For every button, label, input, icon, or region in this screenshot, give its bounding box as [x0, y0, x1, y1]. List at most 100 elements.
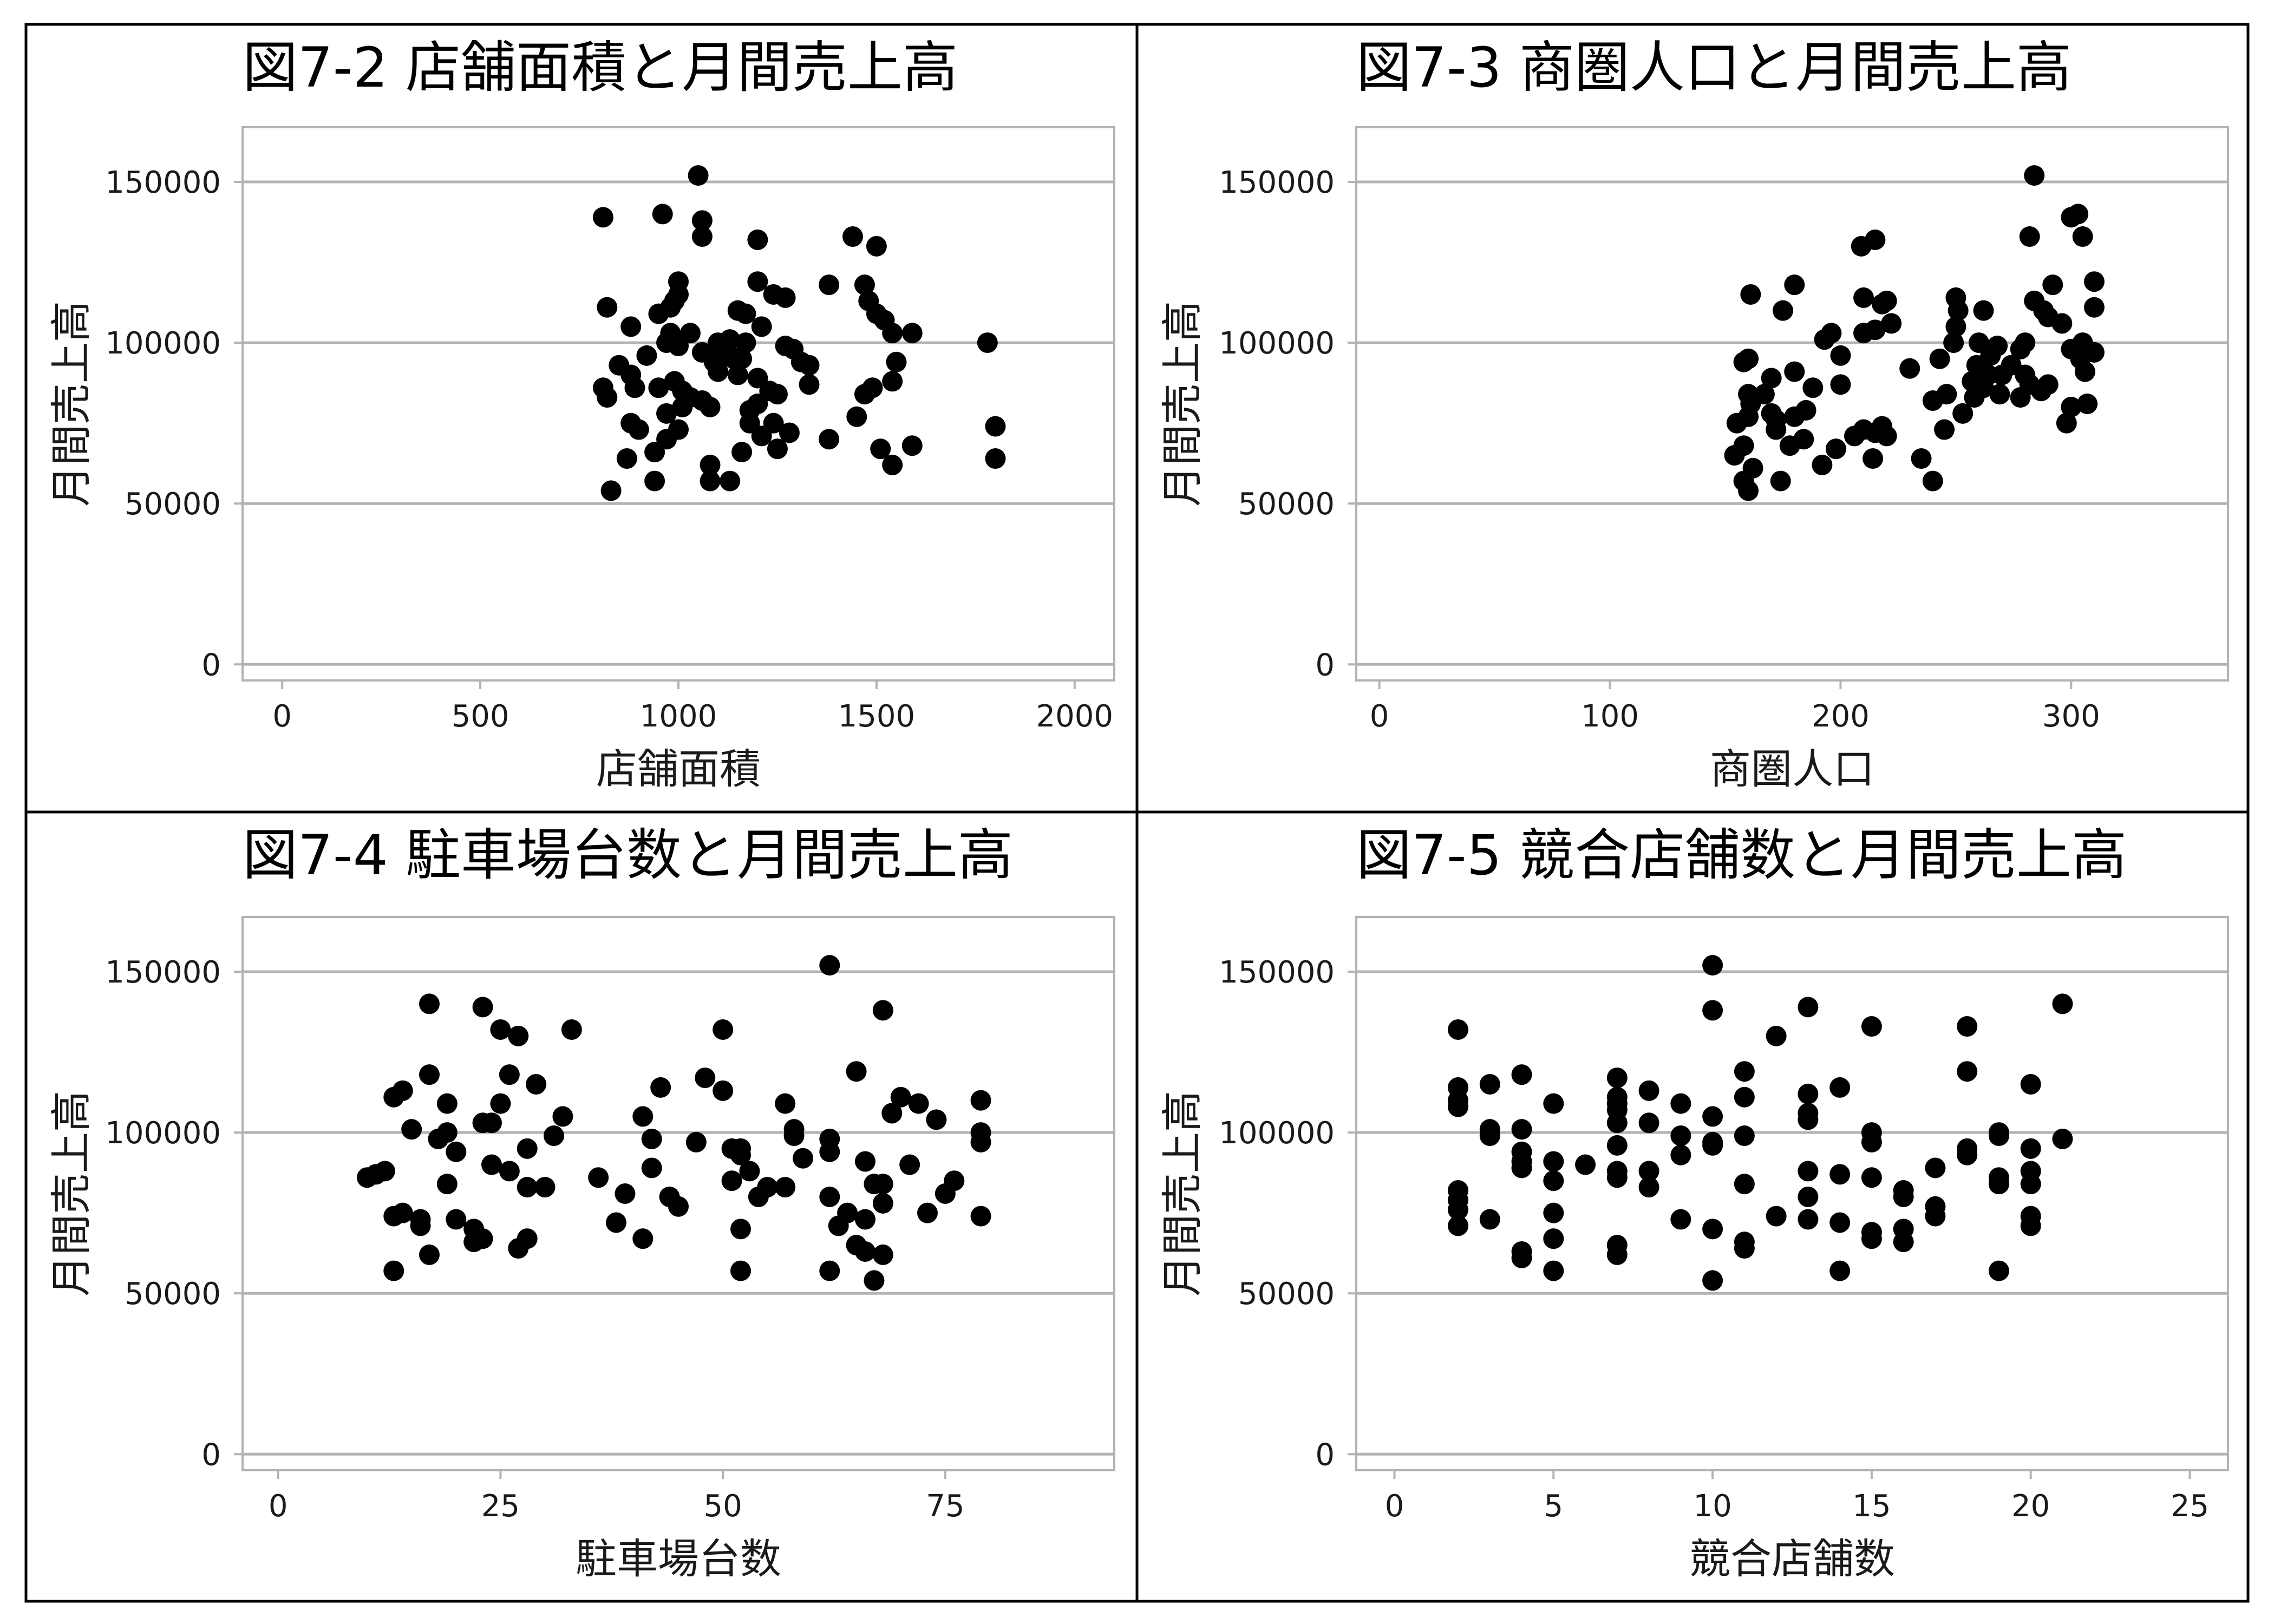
- data-point: [656, 403, 677, 424]
- data-point: [1853, 287, 1874, 308]
- data-point: [2031, 381, 2051, 402]
- data-point: [751, 316, 772, 337]
- x-tick-label: 25: [2171, 1489, 2209, 1524]
- data-point: [713, 1019, 734, 1040]
- data-point: [846, 1061, 867, 1082]
- data-point: [890, 1086, 911, 1108]
- data-point: [872, 1000, 893, 1021]
- data-point: [1952, 403, 1974, 424]
- data-point: [1865, 229, 1886, 250]
- data-point: [1881, 313, 1902, 334]
- data-point: [747, 271, 768, 292]
- data-point: [2052, 993, 2073, 1014]
- x-tick-label: 0: [272, 699, 292, 734]
- data-point: [1988, 1260, 2009, 1281]
- data-point: [2020, 1138, 2041, 1159]
- data-point: [1638, 1177, 1659, 1198]
- data-point: [2072, 226, 2093, 247]
- data-point: [872, 1193, 893, 1214]
- y-tick-label: 150000: [105, 165, 221, 200]
- data-point: [1934, 419, 1955, 440]
- data-point: [1922, 470, 1943, 492]
- chart-panel-2: 0 50000 100000 150000 0 500 1000 1500 2000 図7-2 店…: [24, 23, 1139, 814]
- data-point: [1738, 480, 1759, 501]
- data-point: [1734, 1238, 1755, 1259]
- y-tick-label: 50000: [1238, 1276, 1335, 1312]
- data-point: [1543, 1170, 1564, 1191]
- y-tick-label: 50000: [125, 487, 221, 522]
- data-point: [708, 361, 729, 382]
- data-point: [864, 1270, 885, 1291]
- data-point: [2077, 394, 2098, 414]
- data-point: [1543, 1202, 1564, 1223]
- data-point: [1761, 368, 1782, 389]
- plot-area-border: [1355, 126, 2229, 682]
- data-point: [1702, 1135, 1723, 1156]
- data-point: [727, 364, 748, 385]
- data-point: [1861, 1167, 1882, 1188]
- y-tick-label: 100000: [105, 1116, 221, 1151]
- data-point: [1511, 1064, 1532, 1085]
- x-tick-label: 15: [1852, 1489, 1891, 1524]
- data-point: [508, 1025, 529, 1046]
- data-point: [1829, 1164, 1851, 1185]
- data-point: [1784, 274, 1805, 296]
- data-point: [1638, 1112, 1659, 1134]
- data-point: [1448, 1096, 1469, 1117]
- data-point: [1670, 1093, 1691, 1114]
- x-tick-label: 300: [2042, 699, 2100, 734]
- data-point: [767, 384, 788, 405]
- data-point: [1872, 293, 1893, 315]
- data-point: [735, 303, 756, 324]
- data-point: [1957, 1061, 1978, 1082]
- data-point: [866, 235, 887, 257]
- data-point: [446, 1141, 467, 1162]
- data-point: [695, 1068, 716, 1089]
- data-point: [700, 470, 721, 492]
- data-point: [985, 448, 1006, 469]
- data-point: [1448, 1199, 1469, 1220]
- y-tick-label: 0: [201, 647, 221, 683]
- y-tick-label: 100000: [1219, 1116, 1335, 1151]
- data-point: [2061, 207, 2082, 228]
- panel-border: [1135, 810, 2250, 1603]
- chart-panel-3: 0 50000 100000 150000 0 100 200 300 図7-3 商圏人口と月間…: [1135, 23, 2250, 814]
- data-point: [628, 419, 649, 440]
- data-point: [1798, 1083, 1819, 1104]
- data-point: [886, 351, 907, 372]
- data-point: [977, 332, 998, 353]
- data-point: [739, 1161, 760, 1182]
- x-tick-label: 500: [452, 699, 509, 734]
- y-tick-label: 150000: [105, 955, 221, 990]
- data-point: [870, 438, 891, 460]
- data-point: [767, 438, 788, 460]
- data-point: [1825, 438, 1846, 460]
- x-tick-label: 10: [1693, 1489, 1731, 1524]
- data-point: [730, 1144, 751, 1165]
- data-point: [713, 1080, 734, 1101]
- data-point: [901, 435, 923, 456]
- data-point: [1973, 300, 1994, 321]
- data-point: [1543, 1228, 1564, 1249]
- plot-area-border: [241, 126, 1115, 682]
- data-point: [1830, 345, 1851, 366]
- data-point: [1448, 1019, 1469, 1040]
- data-point: [1957, 1016, 1978, 1037]
- data-point: [1734, 1174, 1755, 1195]
- data-point: [2061, 396, 2082, 417]
- data-point: [1784, 406, 1805, 427]
- data-point: [1948, 300, 1969, 321]
- data-point: [1479, 1125, 1500, 1147]
- data-point: [1448, 1215, 1469, 1236]
- data-point: [819, 1260, 840, 1281]
- data-point: [846, 406, 867, 427]
- data-point: [624, 377, 645, 398]
- data-point: [561, 1019, 582, 1040]
- data-point: [2010, 387, 2031, 408]
- data-point: [1606, 1112, 1628, 1134]
- x-tick-label: 50: [704, 1489, 742, 1524]
- data-point: [970, 1131, 991, 1152]
- data-point: [854, 274, 875, 296]
- data-point: [731, 442, 753, 463]
- data-point: [747, 229, 768, 250]
